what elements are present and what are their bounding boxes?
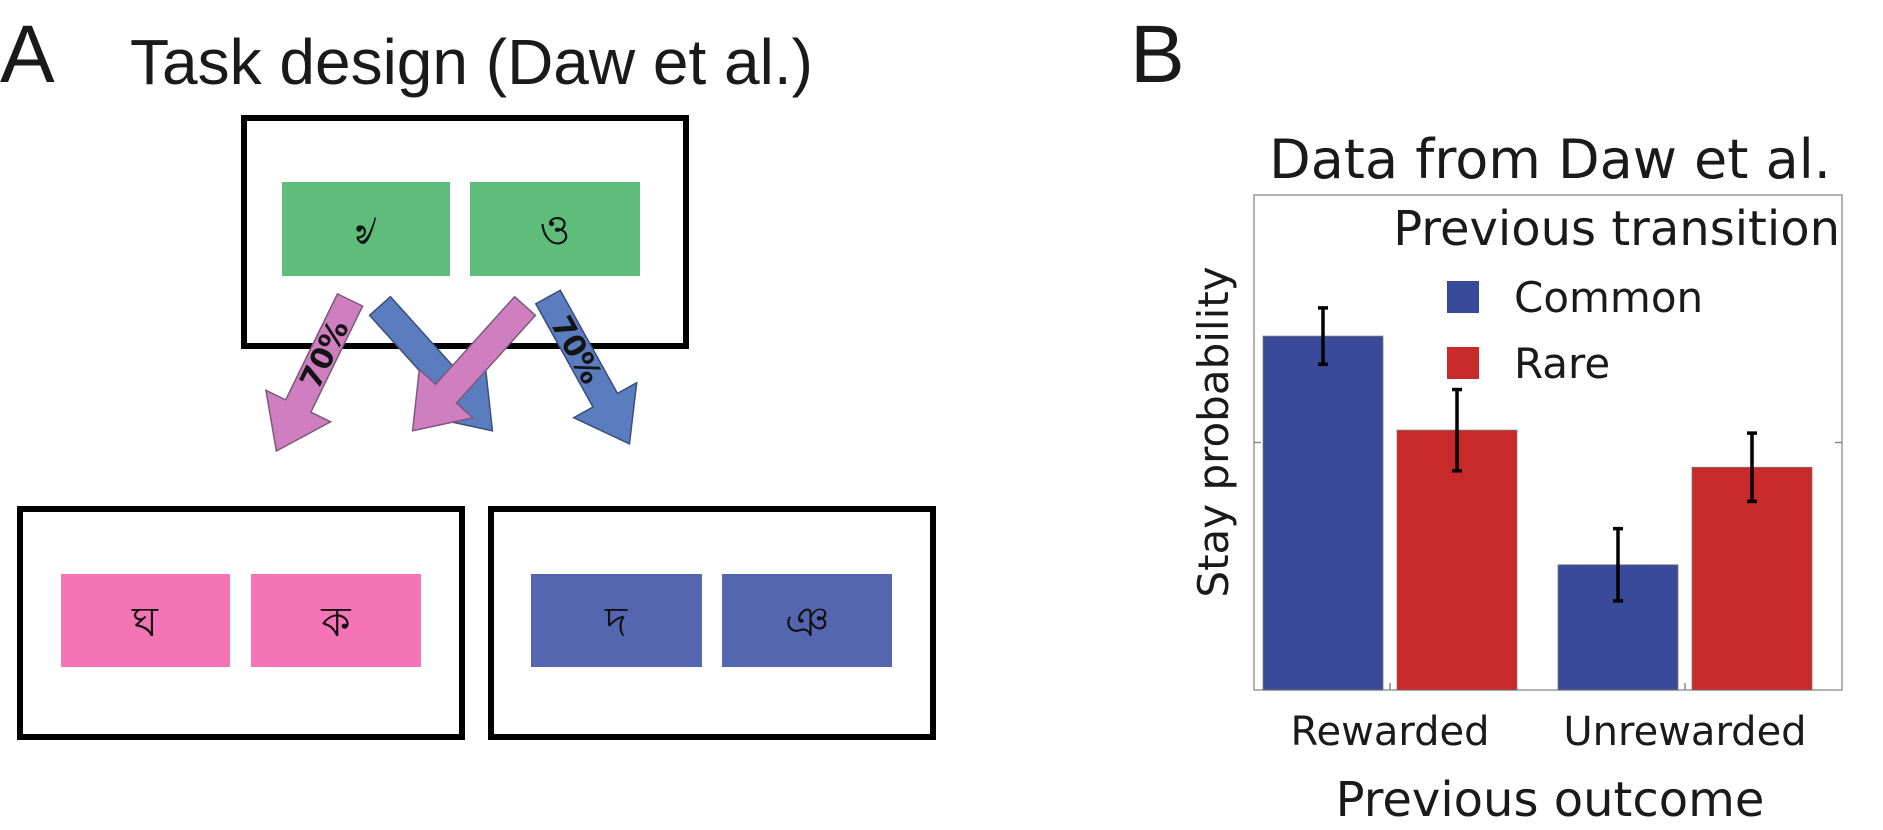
first-stage-option-2[interactable] [470,182,640,276]
bar-unrewarded-rare [1691,466,1813,691]
x-tick-label-unrewarded: Unrewarded [1563,709,1806,755]
error-bar-unrewarded-rare [1747,431,1757,504]
legend-swatch-common [1447,281,1479,313]
second-stage-right-option-1[interactable] [531,574,702,667]
first-stage-symbol-2: ও [540,205,571,254]
panel-b-letter: B [1130,9,1185,100]
error-bar-rewarded-common [1318,306,1328,367]
chart-title: Data from Daw et al. [1269,128,1831,191]
first-stage-symbol-1: ৶ [355,205,377,254]
first-stage-option-1[interactable] [282,182,450,276]
bar-rewarded-rare [1396,429,1518,691]
second-stage-left-option-2[interactable] [251,574,421,667]
second-stage-left-box [17,506,465,740]
error-bar-unrewarded-common [1613,526,1623,603]
second-stage-right-box [488,506,936,740]
error-bar-rewarded-rare [1452,387,1462,473]
panel-a-letter: A [0,9,55,100]
second-stage-left-option-1[interactable] [61,574,230,667]
x-tick-label-rewarded: Rewarded [1291,709,1490,755]
y-axis-label: Stay probability [1189,266,1238,597]
second-stage-right-symbol-1: দ [604,597,628,646]
panel-a-title: Task design (Daw et al.) [130,26,813,98]
legend-label-common: Common [1514,273,1703,322]
axis-ticks [1254,441,1842,690]
second-stage-right-option-2[interactable] [722,574,892,667]
legend-swatch-rare [1447,347,1479,379]
error-bars [1318,306,1757,603]
x-axis-label: Previous outcome [1336,772,1765,828]
legend-title: Previous transition [1393,201,1840,257]
second-stage-left-symbol-2: ক [320,597,351,646]
bar-rewarded-common [1262,335,1384,691]
legend-label-rare: Rare [1514,339,1610,388]
second-stage-right-symbol-2: ঞ [785,597,829,646]
bars [1262,335,1813,691]
second-stage-left-symbol-1: ঘ [131,597,159,646]
first-stage-box [241,115,689,349]
